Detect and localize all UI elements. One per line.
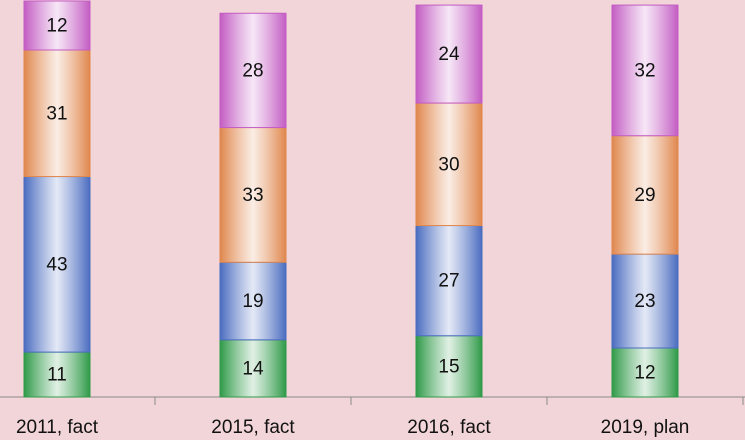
data-label: 33 bbox=[242, 185, 263, 206]
bar-segment bbox=[611, 253, 679, 349]
data-label: 12 bbox=[634, 363, 655, 384]
bar-segment bbox=[23, 351, 91, 398]
data-label: 19 bbox=[242, 291, 263, 312]
data-label: 27 bbox=[438, 271, 459, 292]
data-label: 15 bbox=[438, 356, 459, 377]
data-label: 31 bbox=[46, 103, 67, 124]
data-label: 24 bbox=[438, 44, 460, 65]
x-tick-label: 2016, fact bbox=[407, 417, 491, 438]
data-label: 29 bbox=[634, 185, 655, 206]
data-label: 12 bbox=[46, 16, 67, 37]
bar-segment bbox=[23, 176, 91, 353]
data-label: 23 bbox=[634, 291, 655, 312]
bar-segment bbox=[415, 225, 483, 337]
data-label: 14 bbox=[242, 358, 264, 379]
bar-segment bbox=[611, 4, 679, 137]
data-label: 28 bbox=[242, 60, 263, 81]
bar-segment bbox=[23, 0, 91, 51]
bar-segment bbox=[219, 261, 287, 341]
x-tick-label: 2015, fact bbox=[211, 417, 295, 438]
data-label: 30 bbox=[438, 154, 459, 175]
bar-segment bbox=[415, 102, 483, 227]
bar-segment bbox=[219, 12, 287, 129]
bar-segment bbox=[415, 4, 483, 104]
data-label: 11 bbox=[47, 365, 67, 386]
x-tick-label: 2011, fact bbox=[16, 417, 99, 438]
bar-segment bbox=[219, 127, 287, 263]
bar-segment bbox=[611, 347, 679, 398]
x-tick-label: 2019, plan bbox=[601, 417, 690, 438]
data-label: 32 bbox=[634, 60, 655, 81]
bar-segment bbox=[219, 339, 287, 398]
bar-segment bbox=[415, 335, 483, 398]
bar-segment bbox=[611, 135, 679, 255]
data-label: 43 bbox=[46, 254, 67, 275]
bar-segment bbox=[23, 49, 91, 178]
